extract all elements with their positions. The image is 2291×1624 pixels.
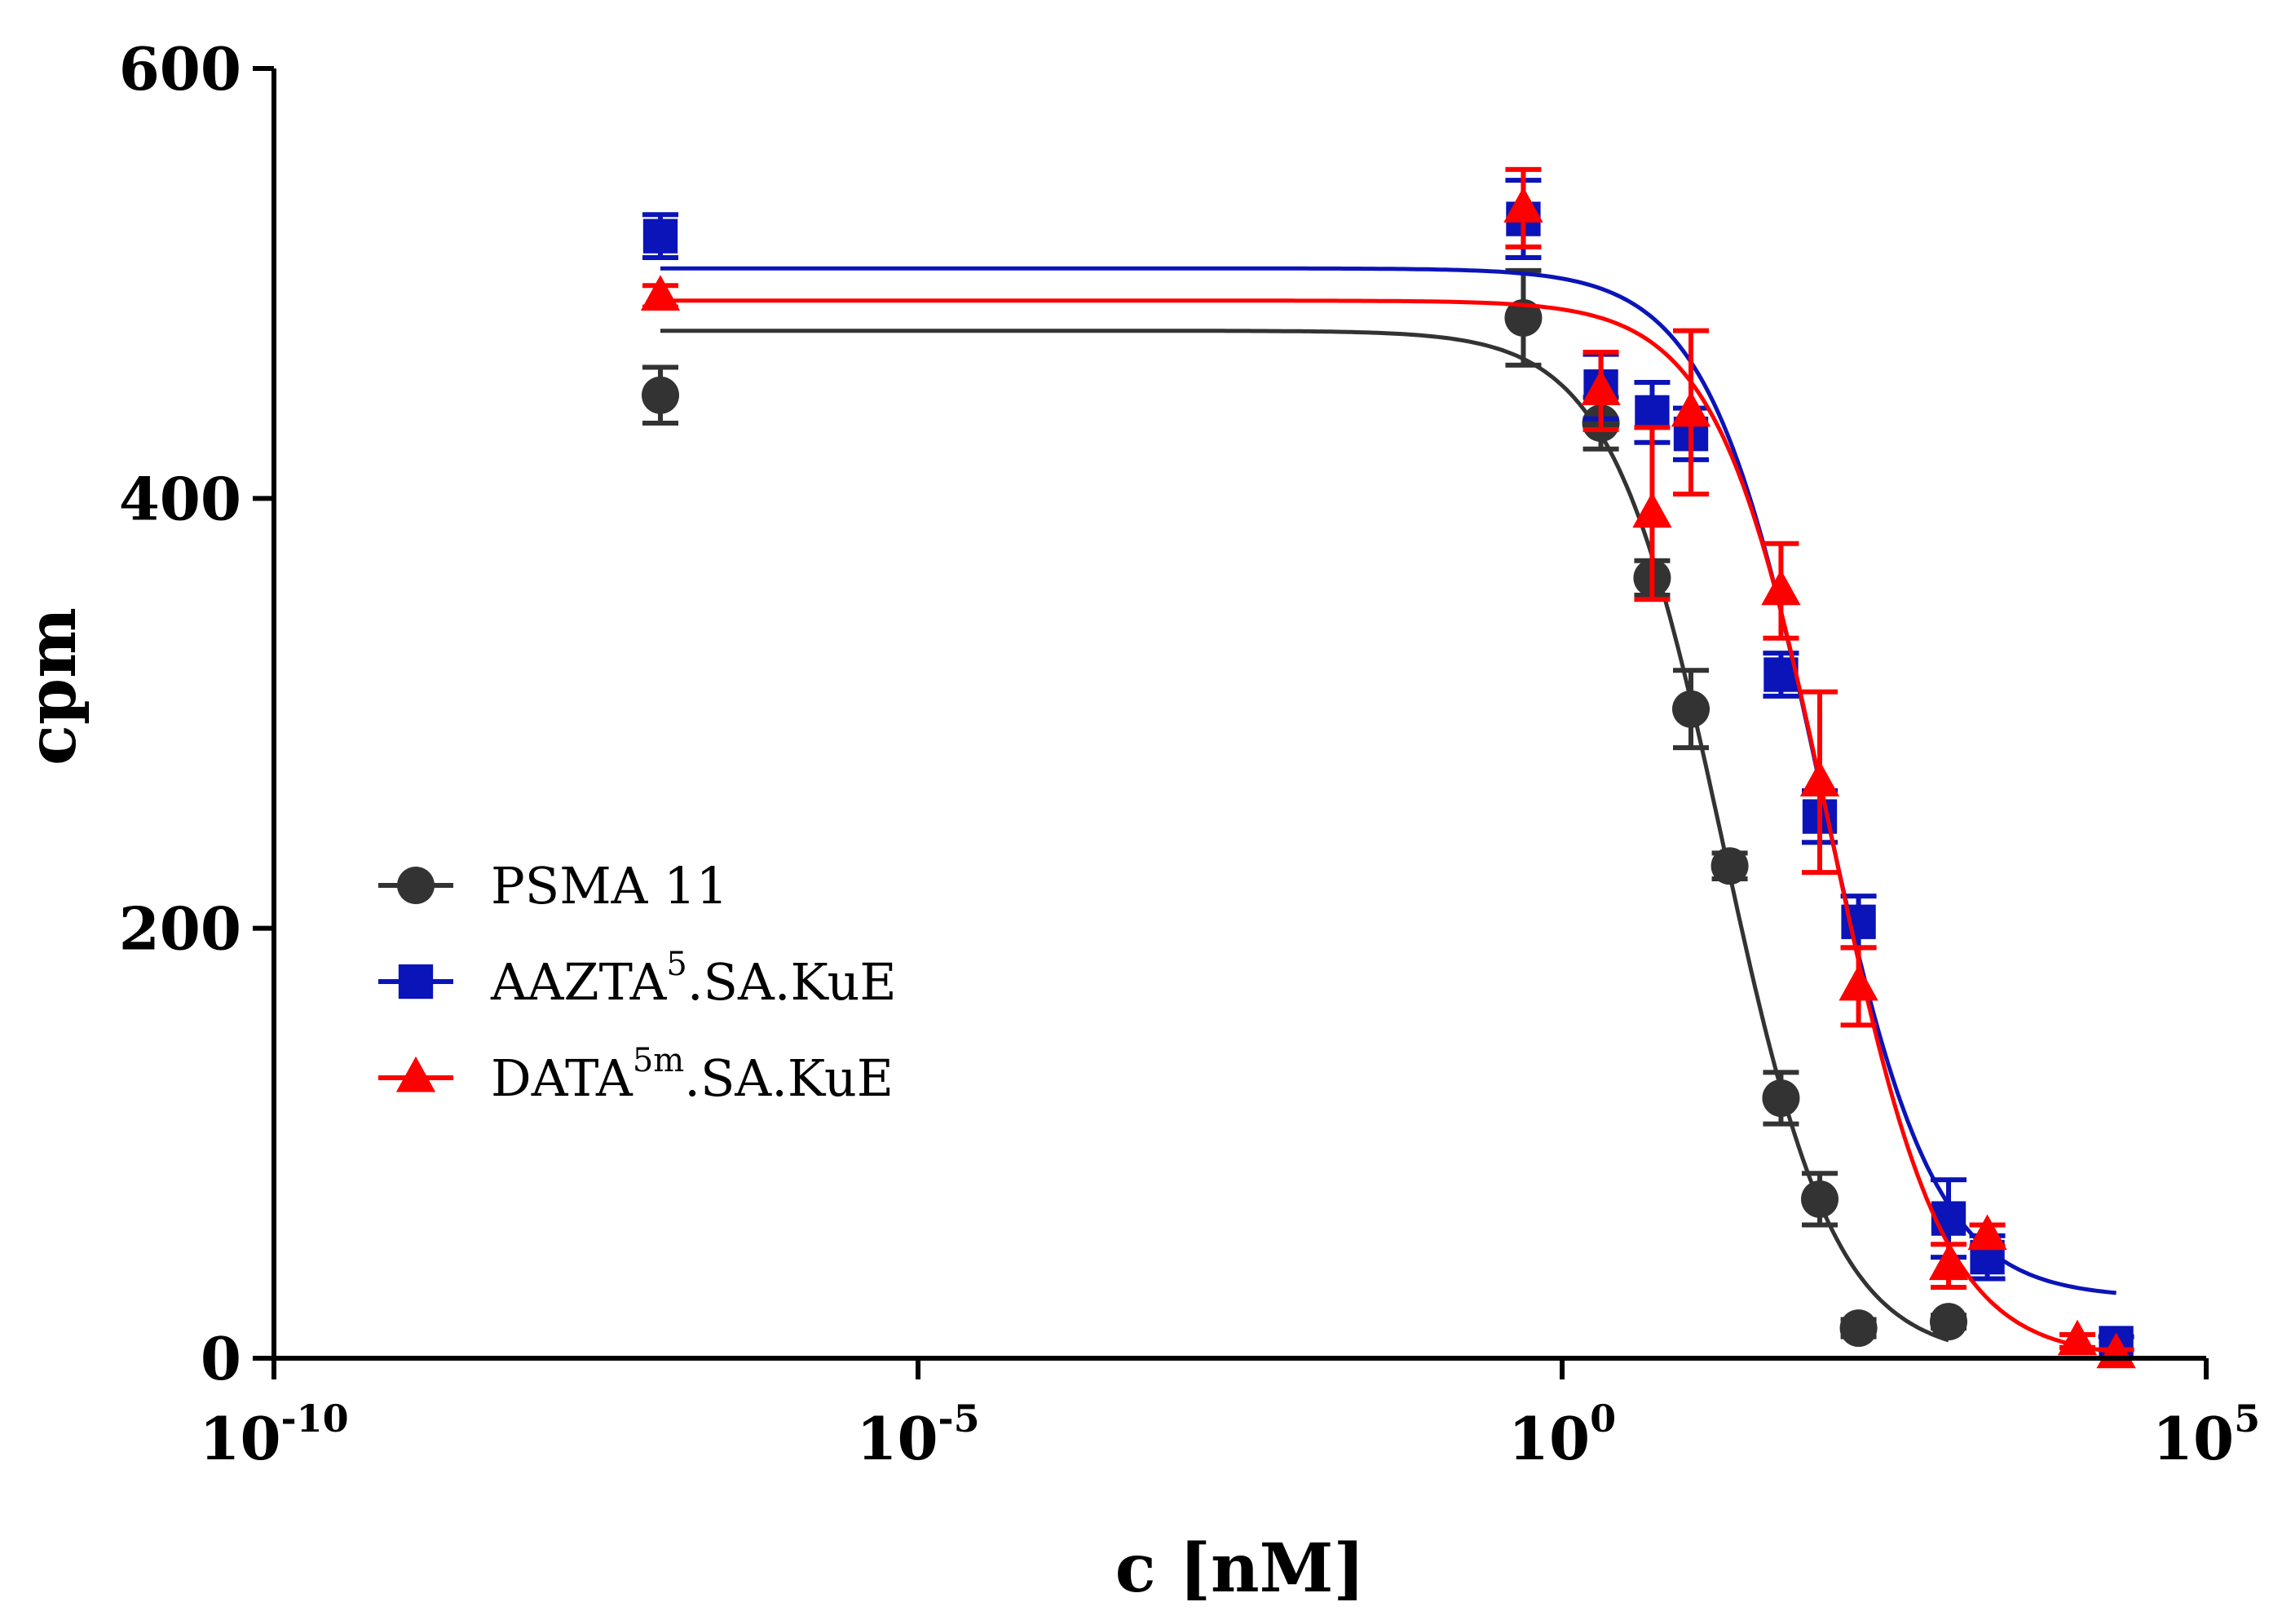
legend-label: DATA5m.SA.KuE bbox=[491, 1042, 894, 1108]
data-point bbox=[1928, 1244, 1969, 1281]
x-tick-label: 105 bbox=[2152, 1397, 2260, 1473]
x-axis-title: c [nM] bbox=[1115, 1529, 1365, 1608]
legend-item: DATA5m.SA.KuE bbox=[378, 1042, 894, 1108]
plot-area bbox=[640, 166, 2136, 1369]
series-triangle bbox=[640, 166, 2136, 1369]
x-tick-label: 10-10 bbox=[199, 1397, 348, 1473]
x-tick-base: 10 bbox=[2152, 1404, 2234, 1473]
data-point bbox=[1761, 569, 1801, 606]
data-point bbox=[640, 275, 681, 311]
legend-label-rest: .SA.KuE bbox=[687, 952, 897, 1012]
series-circle bbox=[642, 267, 1967, 1348]
data-point bbox=[1635, 395, 1670, 430]
legend-item: AAZTA5.SA.KuE bbox=[378, 946, 897, 1012]
legend-label: AAZTA5.SA.KuE bbox=[490, 946, 897, 1012]
data-point bbox=[1801, 1180, 1839, 1218]
x-tick-exponent: -5 bbox=[938, 1397, 980, 1441]
legend-label-rest: .SA.KuE bbox=[684, 1048, 894, 1108]
y-tick-label: 0 bbox=[201, 1324, 241, 1393]
x-tick-exponent: -10 bbox=[281, 1397, 349, 1441]
legend-item: PSMA 11 bbox=[378, 856, 728, 916]
fit-curve bbox=[660, 266, 2117, 1295]
data-point bbox=[1799, 761, 1840, 797]
data-point bbox=[1839, 964, 1878, 1001]
y-tick-label: 600 bbox=[119, 34, 241, 104]
legend-label-sup: 5m bbox=[633, 1042, 684, 1079]
data-point bbox=[2057, 1319, 2098, 1356]
fit-curve bbox=[660, 329, 1949, 1343]
legend-label-main: AAZTA bbox=[490, 952, 668, 1012]
x-ticks: 10-10 10-5 100 105 bbox=[199, 1358, 2260, 1473]
legend-marker bbox=[398, 964, 434, 1000]
legend-marker bbox=[397, 867, 435, 904]
data-point bbox=[1711, 847, 1749, 885]
x-tick-label: 100 bbox=[1508, 1397, 1616, 1473]
data-point bbox=[1967, 1214, 2007, 1251]
x-tick-base: 10 bbox=[1508, 1404, 1590, 1473]
x-tick-exponent: 0 bbox=[1590, 1397, 1616, 1441]
data-point bbox=[1672, 690, 1710, 728]
y-ticks: 0 200 400 600 bbox=[119, 34, 274, 1393]
x-tick-base: 10 bbox=[856, 1404, 938, 1473]
x-tick-label: 10-5 bbox=[856, 1397, 979, 1473]
y-axis-title: cpm bbox=[13, 607, 91, 766]
legend-label-sup: 5 bbox=[666, 946, 686, 983]
fit-curve bbox=[660, 298, 2117, 1354]
data-point bbox=[1671, 391, 1711, 427]
series-square bbox=[642, 178, 2134, 1361]
data-point bbox=[1762, 1079, 1800, 1117]
x-tick-exponent: 5 bbox=[2234, 1397, 2260, 1441]
legend-label-main: DATA bbox=[491, 1048, 633, 1108]
data-point bbox=[1503, 187, 1543, 223]
legend-label-main: PSMA 11 bbox=[491, 856, 728, 916]
data-point bbox=[1504, 298, 1543, 337]
legend-marker bbox=[395, 1056, 436, 1092]
data-point bbox=[1632, 492, 1672, 528]
data-point bbox=[642, 218, 678, 254]
data-point bbox=[642, 376, 679, 414]
y-tick-label: 200 bbox=[119, 894, 241, 964]
data-point bbox=[1839, 1309, 1878, 1348]
legend-label: PSMA 11 bbox=[491, 856, 728, 916]
axes bbox=[271, 68, 2206, 1361]
x-tick-base: 10 bbox=[199, 1404, 280, 1473]
y-tick-label: 400 bbox=[119, 464, 241, 533]
data-point bbox=[1581, 369, 1621, 405]
data-point bbox=[1930, 1303, 1967, 1341]
